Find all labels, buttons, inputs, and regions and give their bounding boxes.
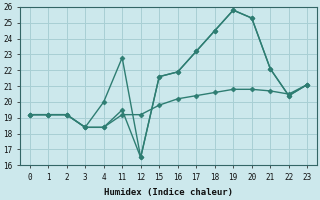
X-axis label: Humidex (Indice chaleur): Humidex (Indice chaleur) [104,188,233,197]
